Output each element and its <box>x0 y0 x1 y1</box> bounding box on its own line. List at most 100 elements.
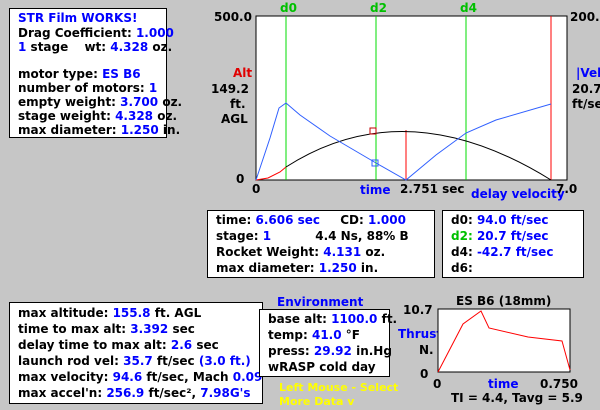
vel-axis-max: 200. <box>570 10 600 24</box>
thrust-axis-zero: 0 <box>420 367 429 381</box>
vel-axis-mid: 20.7 <box>572 82 600 96</box>
rocket-weight-unit: oz. <box>365 245 386 259</box>
time-to-max-alt-unit: sec <box>172 322 195 336</box>
max-accel-label: max accel'n: <box>18 386 103 400</box>
thrust-curve <box>437 310 571 373</box>
press-label: press: <box>268 344 310 358</box>
max-accel-value: 256.9 <box>106 386 145 400</box>
delay-marker-d0-label: d0 <box>280 1 297 15</box>
max-altitude-value: 155.8 <box>112 306 151 320</box>
wt-unit: oz. <box>152 40 173 54</box>
max-velocity-value: 94.6 <box>112 370 143 384</box>
velocity-curve <box>255 102 552 181</box>
thrust-summary: TI = 4.4, Tavg = 5.9 <box>451 391 583 405</box>
stage-value: 1 <box>262 229 272 243</box>
press-unit: in.Hg <box>356 344 392 358</box>
time-value: 6.606 sec <box>255 213 321 227</box>
wt-value: 4.328 <box>110 40 149 54</box>
empty-weight-value: 3.700 <box>120 95 159 109</box>
cd-value: 1.000 <box>367 213 406 227</box>
d4-value: -42.7 ft/sec <box>476 245 554 259</box>
launch-rod-unit: ft/sec <box>156 354 195 368</box>
d0-label: d0: <box>451 213 473 227</box>
d4-label: d4: <box>451 245 473 259</box>
base-alt-label: base alt: <box>268 312 327 326</box>
temp-unit: °F <box>345 328 360 342</box>
vel-axis-label: |Vel <box>576 66 600 80</box>
max-diameter-unit: in. <box>162 123 181 137</box>
empty-weight-label: empty weight: <box>18 95 116 109</box>
temp-row: temp: 41.0 °F <box>268 328 360 342</box>
environment-panel[interactable]: base alt: 1100.0 ft. temp: 41.0 °F press… <box>259 309 397 377</box>
time-box-diameter-row: max diameter: 1.250 in. <box>216 261 378 275</box>
d2-label: d2: <box>451 229 473 243</box>
atmosphere-model: wRASP cold day <box>268 360 376 374</box>
stage-weight-row: 1 stage wt: 4.328 oz. <box>18 40 172 54</box>
press-value: 29.92 <box>313 344 352 358</box>
rocket-info-panel[interactable]: STR Film WORKS! Drag Coefficient: 1.000 … <box>9 8 182 138</box>
drag-coefficient-row: Drag Coefficient: 1.000 <box>18 26 174 40</box>
delay-marker-d2-label: d2 <box>370 1 387 15</box>
delay-velocity-panel[interactable]: d0: 94.0 ft/sec d2: 20.7 ft/sec d4: -42.… <box>442 210 584 278</box>
time-to-max-alt-row: time to max alt: 3.392 sec <box>18 322 195 336</box>
motor-type-label: motor type: <box>18 67 98 81</box>
flight-graph-plot-area[interactable] <box>255 15 568 181</box>
vel-axis-unit: ft/sec <box>572 97 600 111</box>
time-row: time: 6.606 sec CD: 1.000 <box>216 213 406 227</box>
rocket-weight-label: Rocket Weight: <box>216 245 320 259</box>
stages-label: stage <box>30 40 69 54</box>
alt-axis-mid: 149.2 <box>211 82 249 96</box>
time-to-max-alt-value: 3.392 <box>130 322 169 336</box>
hint-select-text: Left Mouse - Select <box>279 381 399 394</box>
stage-weight-detail-row: stage weight: 4.328 oz. <box>18 109 177 123</box>
thrust-axis-label: Thrust <box>398 327 443 341</box>
thrust-axis-unit: N. <box>419 343 434 357</box>
stage-weight-unit: oz. <box>157 109 178 123</box>
d2-value: 20.7 ft/sec <box>476 229 549 243</box>
max-diameter-value: 1.250 <box>120 123 159 137</box>
impulse-text: 4.4 Ns, 88% B <box>315 229 409 243</box>
d0-value: 94.0 ft/sec <box>476 213 549 227</box>
hint-more-data-link[interactable]: More Data v <box>279 395 355 408</box>
stages-value: 1 <box>18 40 27 54</box>
stage-weight-value: 4.328 <box>115 109 154 123</box>
time-axis-label: time <box>360 183 391 197</box>
temp-label: temp: <box>268 328 308 342</box>
velocity-cursor-marker <box>371 159 379 167</box>
flight-results-panel[interactable]: max altitude: 155.8 ft. AGL time to max … <box>9 302 263 404</box>
max-altitude-label: max altitude: <box>18 306 109 320</box>
time-box-diameter-value: 1.250 <box>318 261 357 275</box>
alt-axis-max: 500.0 <box>214 10 252 24</box>
stage-label: stage: <box>216 229 259 243</box>
launch-rod-row: launch rod vel: 35.7 ft/sec (3.0 ft.) <box>18 354 251 368</box>
press-row: press: 29.92 in.Hg <box>268 344 392 358</box>
cd-label: CD: <box>340 213 364 227</box>
max-accel-row: max accel'n: 256.9 ft/sec², 7.98G's <box>18 386 251 400</box>
flight-graph[interactable] <box>0 0 600 200</box>
launch-rod-length: (3.0 ft.) <box>198 354 251 368</box>
altitude-curve <box>285 131 552 181</box>
max-velocity-unit: ft/sec, Mach <box>146 370 229 384</box>
max-velocity-row: max velocity: 94.6 ft/sec, Mach 0.09 <box>18 370 262 384</box>
altitude-cursor-marker <box>369 127 377 135</box>
motor-type-value: ES B6 <box>102 67 141 81</box>
base-alt-unit: ft. <box>381 312 398 326</box>
time-to-max-alt-label: time to max alt: <box>18 322 127 336</box>
motor-type-row: motor type: ES B6 <box>18 67 141 81</box>
wt-label: wt: <box>84 40 107 54</box>
d6-row: d6: <box>451 261 473 275</box>
temp-value: 41.0 <box>311 328 342 342</box>
num-motors-label: number of motors: <box>18 81 145 95</box>
delay-velocity-label: delay velocity <box>471 187 565 201</box>
num-motors-row: number of motors: 1 <box>18 81 157 95</box>
thrust-phase-curve <box>255 166 287 181</box>
time-axis-max: 7.0 <box>556 182 578 196</box>
alt-unit-ft: ft. <box>230 97 246 111</box>
max-accel-unit: ft/sec², <box>148 386 197 400</box>
thrust-time-max: 0.750 <box>540 377 578 391</box>
time-axis-zero: 0 <box>252 182 261 196</box>
max-diameter-row: max diameter: 1.250 in. <box>18 123 180 137</box>
launch-rod-label: launch rod vel: <box>18 354 119 368</box>
launch-rod-value: 35.7 <box>123 354 153 368</box>
time-info-panel[interactable]: time: 6.606 sec CD: 1.000 stage: 1 4.4 N… <box>207 210 435 278</box>
